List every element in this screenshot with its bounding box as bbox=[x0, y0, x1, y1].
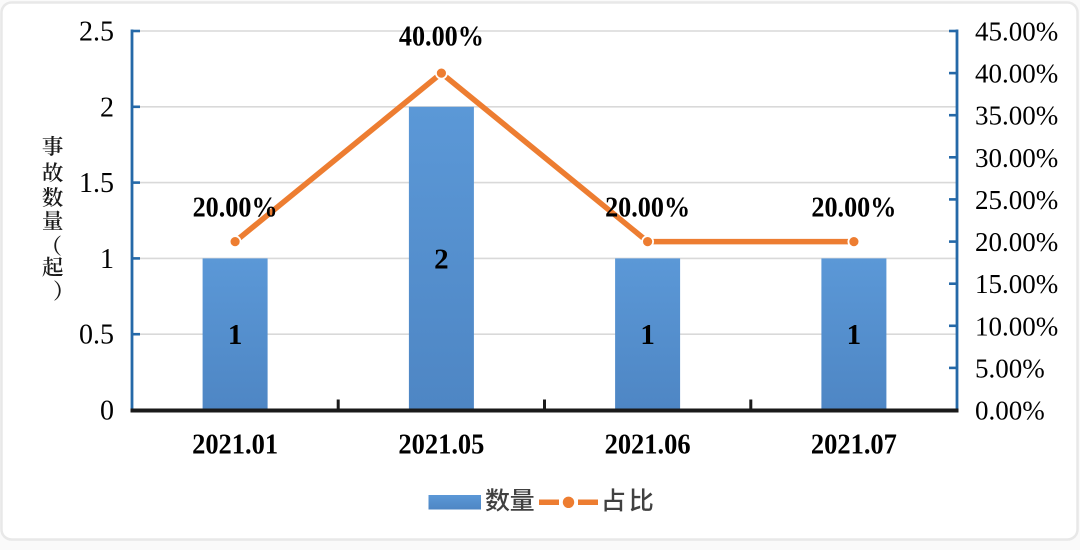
svg-text:20.00%: 20.00% bbox=[193, 193, 278, 224]
svg-text:40.00%: 40.00% bbox=[975, 59, 1058, 89]
svg-text:2021.06: 2021.06 bbox=[605, 430, 691, 461]
svg-text:5.00%: 5.00% bbox=[975, 353, 1045, 383]
svg-text:2021.07: 2021.07 bbox=[811, 430, 897, 461]
svg-text:15.00%: 15.00% bbox=[975, 269, 1058, 299]
svg-text:20.00%: 20.00% bbox=[811, 193, 896, 224]
svg-text:0: 0 bbox=[100, 396, 114, 427]
svg-text:2021.01: 2021.01 bbox=[192, 430, 278, 461]
svg-text:2021.05: 2021.05 bbox=[398, 430, 484, 461]
svg-text:1: 1 bbox=[228, 319, 243, 351]
svg-text:10.00%: 10.00% bbox=[975, 311, 1058, 341]
svg-text:30.00%: 30.00% bbox=[975, 143, 1058, 173]
svg-text:2: 2 bbox=[100, 92, 114, 123]
svg-text:0.5: 0.5 bbox=[79, 320, 114, 351]
svg-text:2.5: 2.5 bbox=[79, 17, 114, 48]
svg-text:20.00%: 20.00% bbox=[975, 227, 1058, 257]
svg-text:2: 2 bbox=[434, 243, 449, 275]
svg-text:0.00%: 0.00% bbox=[975, 396, 1045, 426]
svg-text:25.00%: 25.00% bbox=[975, 185, 1058, 215]
svg-text:20.00%: 20.00% bbox=[605, 193, 690, 224]
svg-text:1.5: 1.5 bbox=[79, 168, 114, 199]
svg-text:40.00%: 40.00% bbox=[399, 22, 484, 53]
svg-text:1: 1 bbox=[100, 244, 114, 275]
svg-text:45.00%: 45.00% bbox=[975, 17, 1058, 47]
svg-text:1: 1 bbox=[640, 319, 655, 351]
svg-text:35.00%: 35.00% bbox=[975, 101, 1058, 131]
svg-text:1: 1 bbox=[847, 319, 862, 351]
